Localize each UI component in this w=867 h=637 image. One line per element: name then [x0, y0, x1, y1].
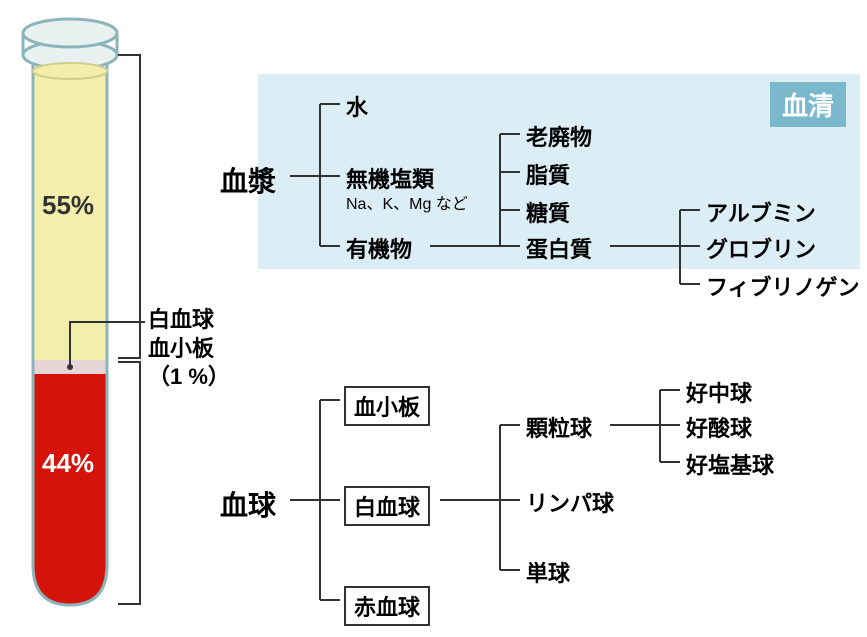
- buffy-l2: 血小板: [148, 335, 230, 364]
- cells-basophil: 好塩基球: [686, 448, 774, 480]
- buffy-l1: 白血球: [148, 306, 230, 335]
- buffy-pct: （1 %）: [148, 363, 230, 392]
- plasma-inorganic-sub: Na、K、Mg など: [346, 190, 468, 214]
- plasma-albumin: アルブミン: [706, 196, 816, 228]
- cells-rbc: 赤血球: [344, 586, 430, 626]
- connector-lines: [0, 0, 867, 637]
- buffy-label: 白血球 血小板 （1 %）: [148, 306, 230, 392]
- plasma-sugar: 糖質: [526, 196, 570, 228]
- cells-platelet: 血小板: [344, 386, 430, 426]
- cells-eosinophil: 好酸球: [686, 411, 752, 443]
- plasma-protein: 蛋白質: [526, 232, 592, 264]
- plasma-title: 血漿: [220, 160, 276, 200]
- cells-monocyte: 単球: [526, 556, 570, 588]
- plasma-fibrinogen: フィブリノゲン: [706, 270, 860, 302]
- cells-lymphocyte: リンパ球: [526, 486, 614, 518]
- plasma-lipid: 脂質: [526, 158, 570, 190]
- plasma-globulin: グロブリン: [706, 232, 816, 264]
- plasma-water: 水: [346, 90, 368, 122]
- cells-neutrophil: 好中球: [686, 376, 752, 408]
- plasma-organic: 有機物: [346, 232, 412, 264]
- cells-granulocyte: 顆粒球: [526, 411, 592, 443]
- plasma-waste: 老廃物: [526, 120, 592, 152]
- cells-wbc: 白血球: [344, 486, 430, 526]
- cells-title: 血球: [220, 484, 276, 524]
